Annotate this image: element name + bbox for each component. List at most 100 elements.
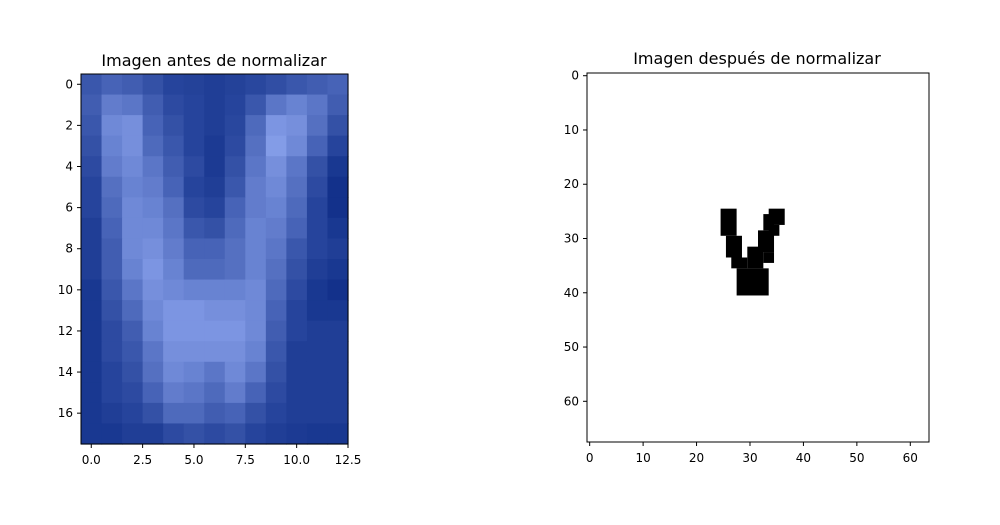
left-image-cell	[81, 300, 103, 322]
left-image-cell	[122, 156, 144, 178]
left-image-cell	[101, 423, 123, 445]
left-image-cell	[142, 259, 164, 281]
left-image-cell	[183, 423, 205, 445]
left-image-cell	[81, 135, 103, 157]
left-image-cell	[183, 74, 205, 96]
left-image-cell	[142, 361, 164, 383]
left-image-cell	[224, 238, 246, 260]
left-image-cell	[163, 423, 185, 445]
left-image-cell	[306, 402, 329, 425]
left-image-cell	[224, 279, 246, 301]
left-image-cell	[142, 217, 164, 240]
left-image-cell	[101, 320, 123, 342]
left-image-cell	[142, 74, 164, 96]
left-image-cell	[327, 176, 349, 198]
left-image-cell	[245, 217, 267, 240]
right-image-pixel-block	[731, 257, 748, 269]
left-image-cell	[306, 259, 329, 281]
left-image-cell	[306, 135, 329, 157]
left-image-cell	[122, 238, 144, 260]
left-image-cell	[245, 423, 267, 445]
left-image-cell	[204, 135, 226, 157]
left-image-cell	[306, 238, 329, 260]
left-image-cell	[286, 135, 308, 157]
left-image-cell	[81, 361, 103, 383]
right-y-axis: 0 10 20 30 40 50 60	[564, 69, 587, 408]
left-image-cell	[183, 341, 205, 363]
left-image-cell	[265, 320, 287, 342]
left-image-cell	[224, 382, 246, 404]
left-image-cell	[163, 320, 185, 342]
right-y-tick-label: 50	[564, 340, 579, 354]
left-image-cell	[327, 423, 349, 445]
left-image-cell	[163, 176, 185, 198]
left-image-cell	[265, 156, 287, 178]
left-image-cell	[265, 176, 287, 198]
left-image-cell	[224, 259, 246, 281]
left-y-tick-label: 14	[58, 365, 73, 379]
left-image-cell	[306, 115, 329, 137]
left-image-cell	[101, 341, 123, 363]
right-image-cells	[720, 208, 785, 296]
left-image-cell	[265, 238, 287, 260]
left-image-cell	[327, 197, 349, 219]
left-image-cell	[224, 361, 246, 383]
left-image-cell	[265, 279, 287, 301]
left-image-cell	[327, 156, 349, 178]
left-image-cell	[306, 279, 329, 301]
left-image-cell	[204, 382, 226, 404]
left-image-cell	[101, 94, 123, 116]
left-image-cell	[142, 382, 164, 404]
left-x-tick-label: 0.0	[82, 453, 101, 467]
left-image-cell	[81, 197, 103, 219]
left-image-cell	[245, 74, 267, 96]
left-y-tick-label: 12	[58, 324, 73, 338]
left-x-tick-label: 2.5	[133, 453, 152, 467]
right-x-tick-label: 30	[742, 451, 757, 465]
right-image-pixel-block	[768, 224, 780, 236]
left-image-cell	[81, 217, 103, 240]
left-image-cell	[101, 135, 123, 157]
left-image-cell	[101, 176, 123, 198]
left-image-cell	[122, 423, 144, 445]
left-image-cell	[142, 341, 164, 363]
right-image-pixel-block	[763, 252, 775, 263]
left-image-cell	[142, 300, 164, 322]
left-image-cell	[122, 341, 144, 363]
left-image-cell	[142, 320, 164, 342]
left-image-cell	[101, 197, 123, 219]
left-image-cell	[163, 217, 185, 240]
left-image-cell	[81, 402, 103, 425]
left-image-cell	[327, 115, 349, 137]
left-image-cell	[204, 197, 226, 219]
left-image-cell	[163, 115, 185, 137]
left-image-cell	[245, 94, 267, 116]
left-image-cell	[265, 197, 287, 219]
left-image-cell	[245, 382, 267, 404]
left-image-cell	[163, 300, 185, 322]
left-image-cell	[327, 320, 349, 342]
left-image-cell	[265, 341, 287, 363]
left-image-cell	[306, 361, 329, 383]
left-image-cell	[101, 279, 123, 301]
left-image-cell	[142, 156, 164, 178]
left-image-cell	[327, 300, 349, 322]
left-image-cell	[286, 279, 308, 301]
left-image-cell	[286, 300, 308, 322]
left-image-cell	[81, 423, 103, 445]
right-axes-frame	[586, 72, 930, 443]
left-image-cell	[265, 94, 287, 116]
left-image-cell	[286, 156, 308, 178]
left-image-cell	[163, 361, 185, 383]
left-image-cell	[101, 259, 123, 281]
left-image-cell	[81, 115, 103, 137]
right-x-tick-label: 0	[586, 451, 594, 465]
left-image-cell	[204, 176, 226, 198]
left-x-tick-label: 5.0	[184, 453, 203, 467]
left-image-cell	[286, 217, 308, 240]
left-image-cell	[163, 279, 185, 301]
left-image-cell	[163, 259, 185, 281]
left-image-cell	[81, 259, 103, 281]
left-image-cell	[204, 361, 226, 383]
left-image-cell	[101, 361, 123, 383]
